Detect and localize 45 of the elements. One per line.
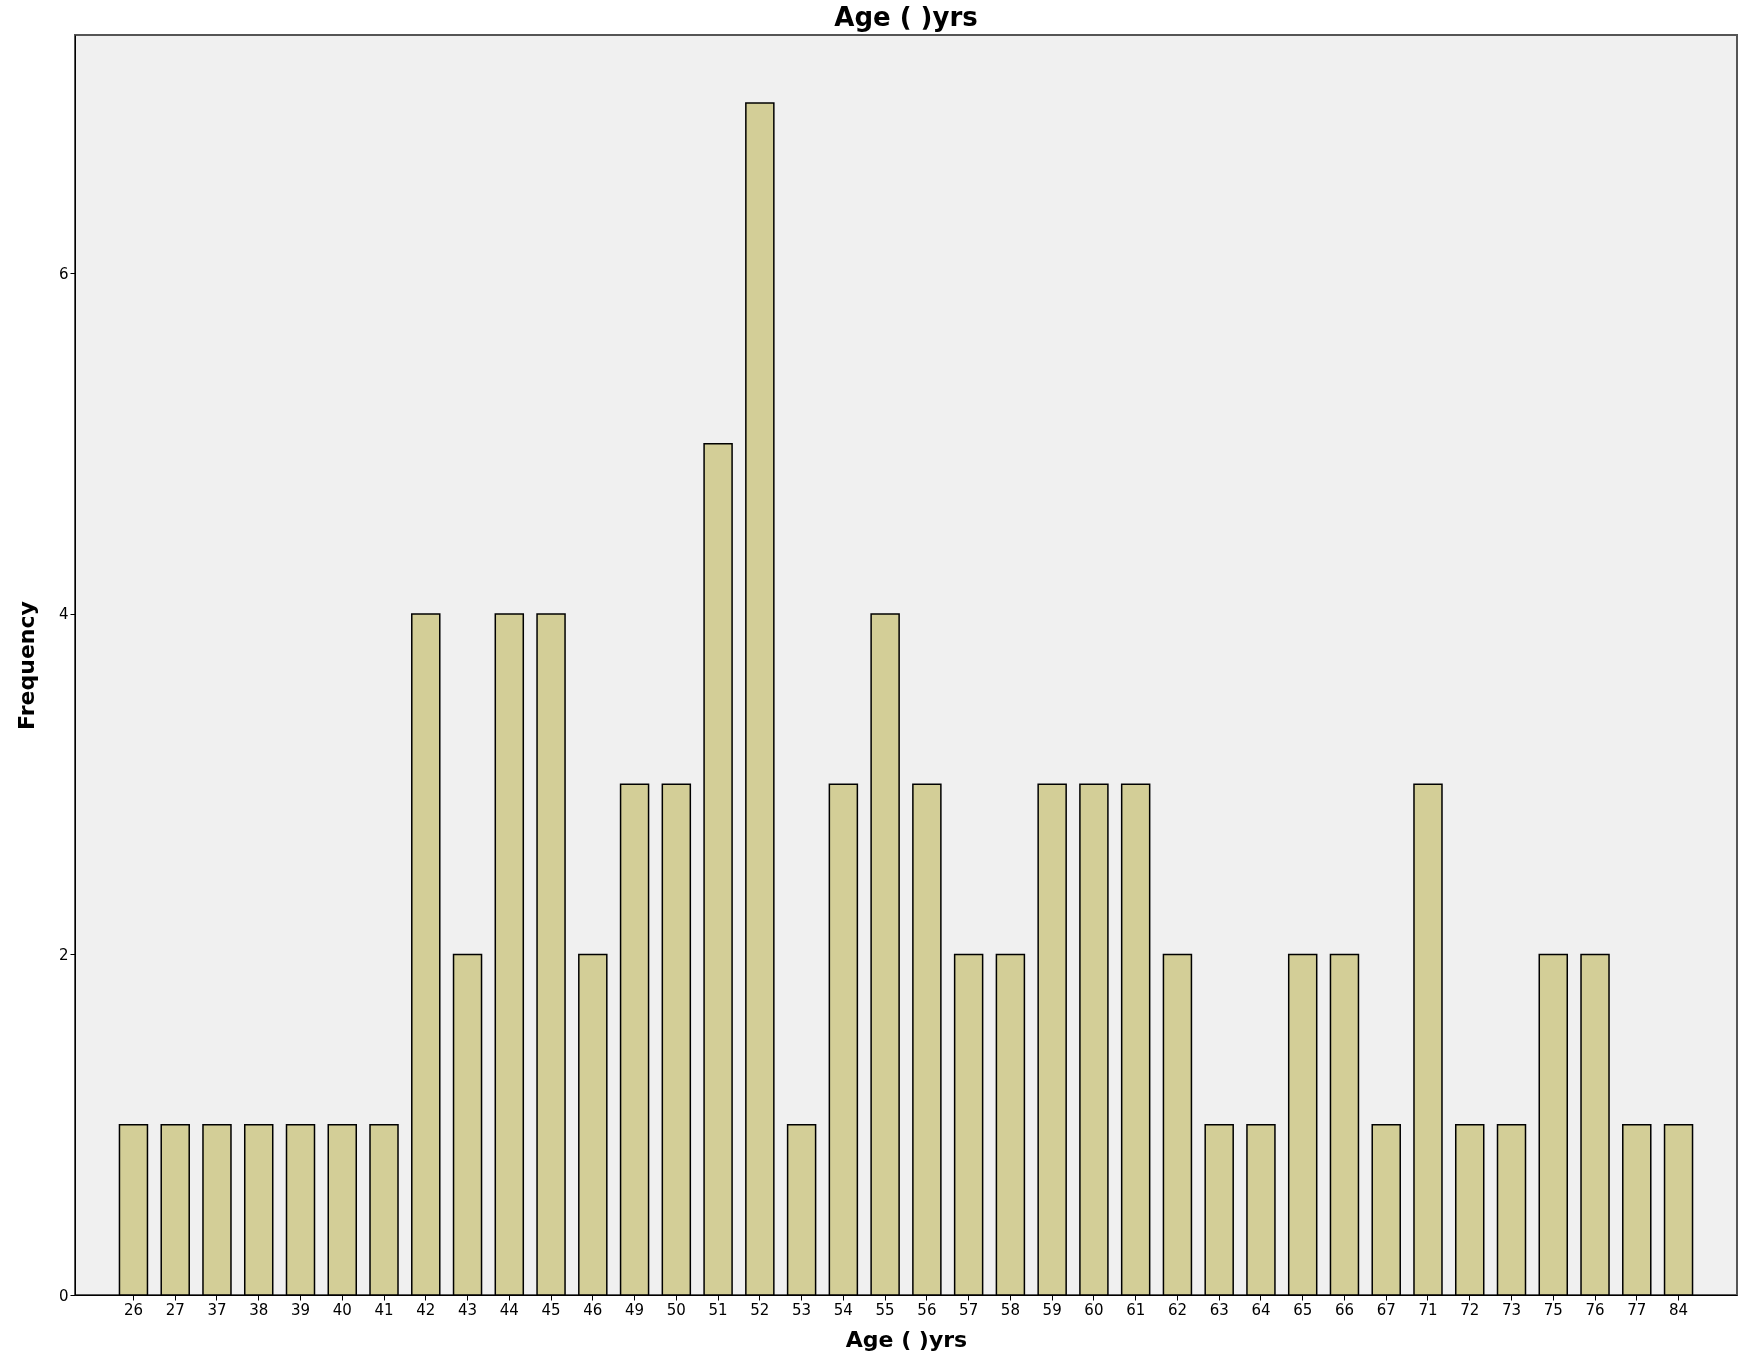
x-tick-label: 84 [1668,1300,1689,1319]
x-tick-label: 46 [583,1300,603,1319]
x-tick-label: 65 [1293,1300,1313,1319]
x-tick-label: 76 [1585,1300,1605,1319]
x-tick-label: 42 [416,1300,436,1319]
x-tick-label: 53 [792,1300,812,1319]
x-tick-label: 51 [708,1300,728,1319]
x-tick-label: 43 [457,1300,478,1319]
x-tick-label: 66 [1334,1300,1355,1319]
x-tick-label: 63 [1209,1300,1229,1319]
x-tick-label: 44 [499,1300,519,1319]
x-tick-label: 75 [1543,1300,1563,1319]
y-tick-label: 6 [58,264,69,283]
x-tick-label: 52 [750,1300,770,1319]
x-tick-label: 26 [123,1300,144,1319]
x-tick-label: 55 [875,1300,895,1319]
x-tick-label: 57 [959,1300,979,1319]
x-tick-label: 67 [1376,1300,1396,1319]
x-tick-label: 77 [1627,1300,1647,1319]
x-tick-label: 64 [1251,1300,1271,1319]
x-tick-label: 59 [1042,1300,1062,1319]
x-tick-label: 41 [374,1300,394,1319]
x-tick-label: 49 [625,1300,645,1319]
x-tick-label: 54 [833,1300,853,1319]
x-tick-label: 56 [917,1300,937,1319]
y-tick-label: 0 [58,1286,69,1305]
x-tick-label: 40 [332,1300,352,1319]
x-axis-title: Age ( )yrs [845,1326,968,1352]
x-tick-label: 45 [541,1300,561,1319]
x-tick-label: 73 [1501,1300,1522,1319]
y-tick-label: 4 [58,605,69,624]
chart-title: Age ( )yrs [834,2,978,32]
x-tick-label: 71 [1418,1300,1438,1319]
x-tick-label: 39 [290,1300,311,1319]
x-tick-label: 60 [1084,1300,1104,1319]
x-tick-label: 58 [1000,1300,1020,1319]
x-tick-label: 38 [249,1300,269,1319]
x-tick-label: 50 [666,1300,686,1319]
y-axis-title: Frequency [13,601,39,730]
y-tick-label: 2 [58,945,69,964]
x-tick-label: 61 [1126,1300,1146,1319]
x-tick-label: 62 [1167,1300,1187,1319]
x-tick-label: 37 [207,1300,227,1319]
x-tick-label: 27 [165,1300,185,1319]
x-tick-label: 72 [1460,1300,1480,1319]
